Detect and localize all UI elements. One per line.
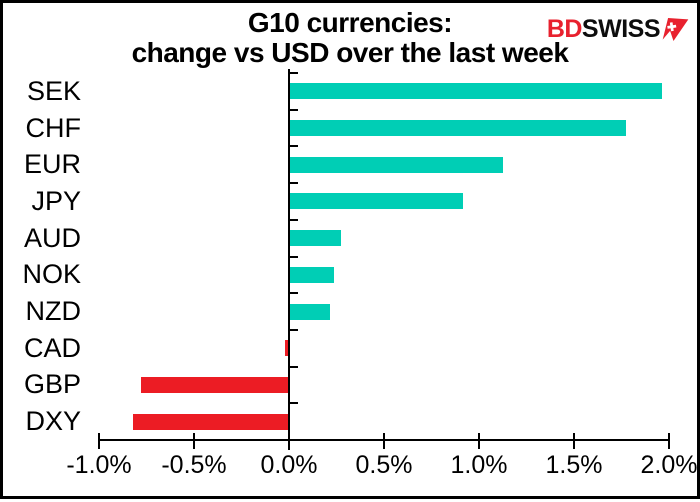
y-axis-tick [289, 255, 298, 258]
x-tick-label: 1.0% [450, 451, 508, 479]
logo-text-swiss: SWISS [581, 15, 661, 43]
bar-aud [290, 230, 342, 247]
x-tick-label: -1.0% [66, 451, 132, 479]
bdswiss-logo: BD SWISS [547, 15, 689, 44]
category-label-gbp: GBP [23, 369, 81, 400]
y-axis-tick [289, 292, 298, 295]
y-axis-tick [289, 218, 298, 221]
x-tick-label: 0.5% [355, 451, 413, 479]
bar-chf [290, 120, 627, 137]
category-label-eur: EUR [23, 149, 81, 180]
bdswiss-arrow-icon [662, 18, 689, 41]
chart-title-line2: change vs USD over the last week [131, 37, 569, 68]
x-axis-tick [193, 433, 195, 449]
x-tick-label: 2.0% [640, 451, 698, 479]
category-label-chf: CHF [25, 112, 82, 143]
bar-eur [290, 156, 503, 173]
category-label-jpy: JPY [31, 185, 81, 216]
bar-gbp [140, 376, 289, 393]
bar-dxy [133, 413, 289, 430]
category-label-nzd: NZD [25, 296, 82, 327]
y-axis-tick [289, 182, 298, 185]
y-axis-tick [289, 108, 298, 111]
logo-text-bd: BD [546, 15, 583, 43]
category-label-sek: SEK [26, 75, 81, 106]
category-label-dxy: DXY [25, 406, 81, 437]
x-axis-tick [288, 433, 290, 449]
bar-nzd [290, 303, 330, 320]
category-label-aud: AUD [23, 222, 81, 253]
chart-title-line1: G10 currencies: [247, 7, 453, 38]
bar-cad [285, 340, 289, 357]
y-axis-tick [289, 328, 298, 331]
y-axis-tick [289, 402, 298, 405]
y-axis-tick [289, 145, 298, 148]
bar-nok [290, 266, 334, 283]
x-axis-tick [478, 433, 480, 449]
y-axis-tick [289, 365, 298, 368]
x-tick-label: 1.5% [545, 451, 603, 479]
x-axis-tick [98, 433, 100, 449]
category-label-nok: NOK [22, 259, 81, 290]
bar-chart-plot: SEK CHF EUR JPY AUD NOK NZD CAD GBP DXY -1.0% -0.5%… [3, 3, 700, 502]
bar-jpy [290, 193, 463, 210]
bar-sek [290, 83, 663, 100]
x-axis-tick [573, 433, 575, 449]
y-axis-line [288, 69, 290, 450]
x-axis-tick [668, 433, 670, 449]
chart-title: G10 currencies: change vs USD over the l… [3, 8, 697, 68]
x-axis-tick [383, 433, 385, 449]
x-tick-label: -0.5% [161, 451, 227, 479]
x-tick-label: 0.0% [260, 451, 318, 479]
category-label-cad: CAD [23, 332, 81, 363]
y-axis-tick [289, 72, 298, 74]
